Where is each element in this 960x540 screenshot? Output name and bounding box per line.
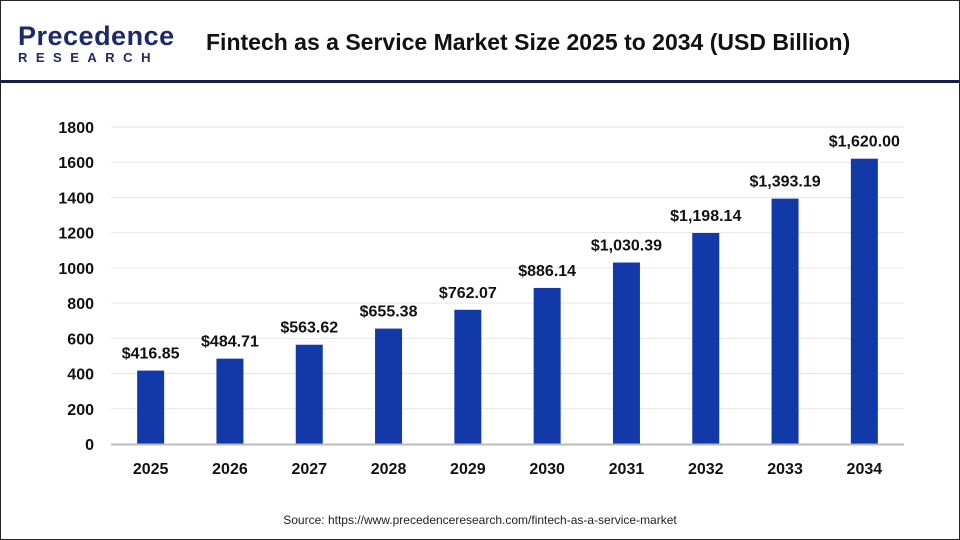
y-tick-label: 1600 — [58, 155, 94, 172]
y-tick-label: 1800 — [58, 120, 94, 137]
data-label: $1,030.39 — [591, 238, 662, 255]
bar-2031 — [612, 262, 640, 444]
x-tick-label: 2033 — [767, 461, 803, 478]
data-label: $1,620.00 — [829, 134, 900, 151]
x-tick-label: 2027 — [291, 461, 327, 478]
data-label: $886.14 — [518, 263, 576, 280]
y-tick-label: 1000 — [58, 261, 94, 278]
chart-title: Fintech as a Service Market Size 2025 to… — [206, 29, 851, 55]
data-label: $655.38 — [360, 304, 418, 321]
x-tick-label: 2026 — [212, 461, 248, 478]
bar-2032 — [692, 232, 720, 444]
precedence-research-logo: Precedence RESEARCH — [18, 21, 175, 66]
y-tick-label: 0 — [85, 437, 94, 454]
bar-2025 — [137, 370, 165, 444]
bar-2034 — [850, 158, 878, 444]
y-tick-label: 400 — [67, 367, 94, 384]
x-tick-label: 2032 — [688, 461, 724, 478]
y-tick-label: 1400 — [58, 190, 94, 207]
bar-2028 — [375, 328, 403, 444]
x-tick-label: 2029 — [450, 461, 486, 478]
x-tick-label: 2025 — [133, 461, 169, 478]
logo-top: Precedence — [18, 21, 175, 51]
bar-2026 — [216, 358, 244, 444]
bar-2027 — [295, 344, 323, 444]
x-tick-label: 2034 — [847, 461, 883, 478]
y-tick-label: 600 — [67, 331, 94, 348]
x-tick-label: 2031 — [609, 461, 645, 478]
data-label: $762.07 — [439, 285, 497, 302]
bar-2033 — [771, 198, 799, 444]
source-note: Source: https://www.precedenceresearch.c… — [283, 513, 677, 527]
data-label: $416.85 — [122, 346, 180, 363]
logo-bottom: RESEARCH — [18, 50, 159, 65]
bar-2030 — [533, 287, 561, 444]
bar-2029 — [454, 309, 482, 444]
data-label: $563.62 — [280, 320, 338, 337]
y-tick-label: 200 — [67, 402, 94, 419]
x-tick-label: 2030 — [529, 461, 565, 478]
y-tick-label: 1200 — [58, 226, 94, 243]
header: Precedence RESEARCH Fintech as a Service… — [1, 1, 959, 83]
x-tick-label: 2028 — [371, 461, 407, 478]
y-tick-label: 800 — [67, 296, 94, 313]
data-label: $1,198.14 — [670, 208, 741, 225]
data-label: $1,393.19 — [749, 174, 820, 191]
data-label: $484.71 — [201, 334, 259, 351]
